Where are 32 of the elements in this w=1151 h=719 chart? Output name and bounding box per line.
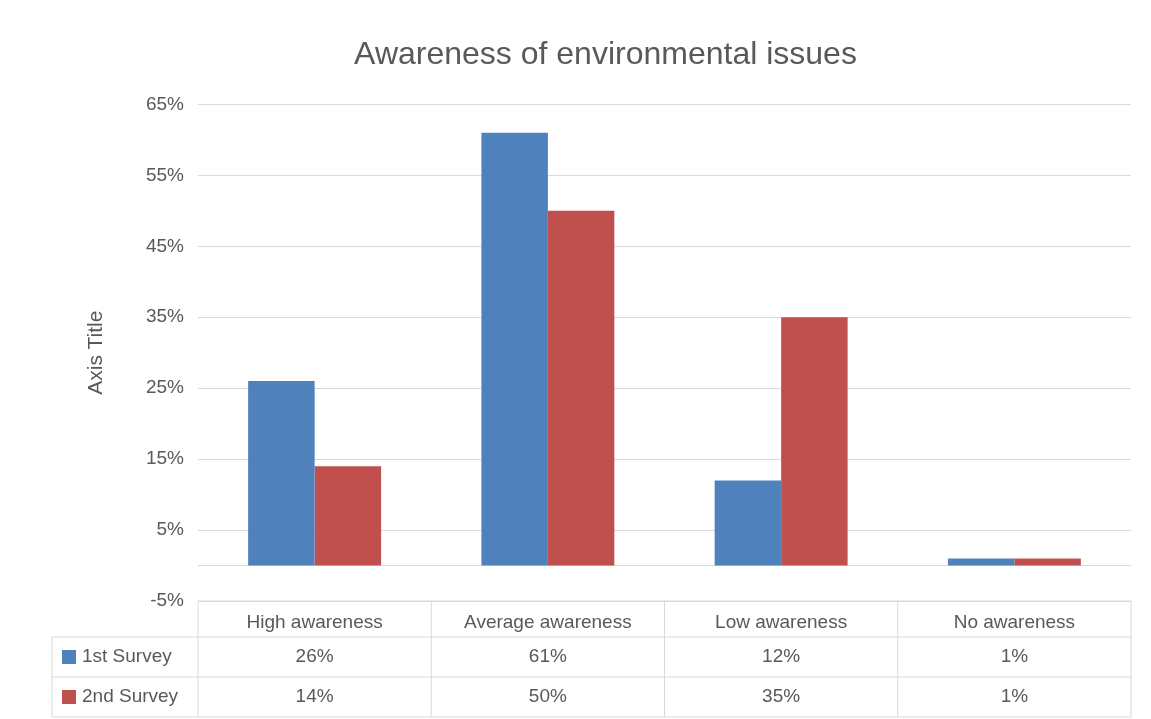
bar bbox=[481, 132, 548, 566]
y-tick-label: 15% bbox=[145, 447, 185, 469]
bar bbox=[1014, 558, 1081, 566]
y-tick-label: 25% bbox=[145, 376, 185, 398]
x-tick-label: Average awareness bbox=[464, 610, 632, 632]
y-axis-title: Axis Title bbox=[83, 310, 107, 395]
y-tick-label: 55% bbox=[145, 163, 185, 185]
y-tick-label: 45% bbox=[145, 234, 185, 256]
data-label: 50% bbox=[528, 685, 567, 707]
data-label: 12% bbox=[762, 645, 801, 667]
bar bbox=[781, 317, 848, 566]
bar bbox=[714, 480, 782, 566]
data-label: 35% bbox=[762, 685, 801, 707]
y-tick-label: 5% bbox=[156, 518, 185, 540]
data-label: 61% bbox=[528, 645, 567, 667]
x-tick-label: No awareness bbox=[953, 610, 1076, 632]
bar bbox=[947, 558, 1015, 566]
chart-title: Awareness of environmental issues bbox=[354, 35, 857, 72]
bar bbox=[547, 210, 615, 566]
x-tick-label: High awareness bbox=[246, 610, 383, 632]
y-tick-label: 35% bbox=[145, 305, 185, 327]
data-label: 26% bbox=[295, 645, 334, 667]
data-label: 14% bbox=[295, 685, 334, 707]
bar bbox=[248, 381, 315, 566]
data-label: 1% bbox=[1000, 645, 1029, 667]
legend-label: 1st Survey bbox=[82, 645, 173, 667]
legend-label: 2nd Survey bbox=[82, 685, 179, 707]
y-tick-label: -5% bbox=[150, 589, 185, 611]
y-tick-label: 65% bbox=[145, 92, 185, 114]
bar bbox=[314, 466, 382, 566]
x-tick-label: Low awareness bbox=[715, 610, 848, 632]
data-label: 1% bbox=[1000, 685, 1029, 707]
